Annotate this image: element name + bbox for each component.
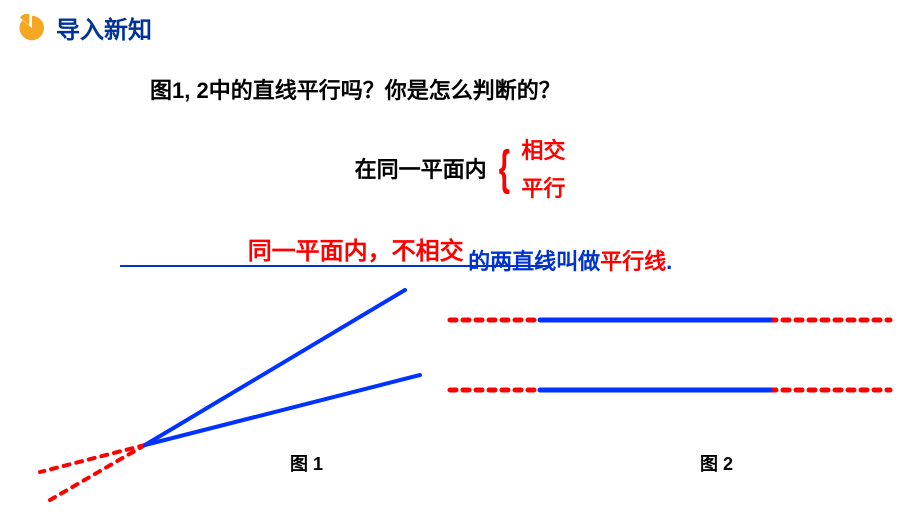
pie-icon <box>18 14 46 42</box>
def-part-2: 平行线 <box>600 249 666 274</box>
option-intersect: 相交 <box>521 133 565 165</box>
middle-row: 在同一平面内 { 相交 平行 <box>0 133 920 203</box>
option-parallel: 平行 <box>521 171 565 203</box>
figure2-label: 图 2 <box>700 450 733 476</box>
definition-line: 同一平面内，不相交 的两直线叫做平行线. <box>0 231 920 270</box>
middle-label: 在同一平面内 <box>355 152 487 184</box>
figures-area: 图 1 图 2 <box>0 280 920 510</box>
brace-icon: { <box>498 141 509 196</box>
figures-svg <box>0 280 920 510</box>
def-part-1: 的两直线叫做 <box>468 249 600 274</box>
figure1-label: 图 1 <box>290 450 323 476</box>
definition-underline <box>120 265 550 267</box>
question-text: 图1, 2中的直线平行吗？你是怎么判断的？ <box>0 73 920 105</box>
def-part-3: . <box>666 249 672 274</box>
definition-rest: 的两直线叫做平行线. <box>468 244 672 276</box>
header-title: 导入新知 <box>56 10 152 45</box>
header: 导入新知 <box>0 0 920 55</box>
middle-options: 相交 平行 <box>521 133 565 203</box>
